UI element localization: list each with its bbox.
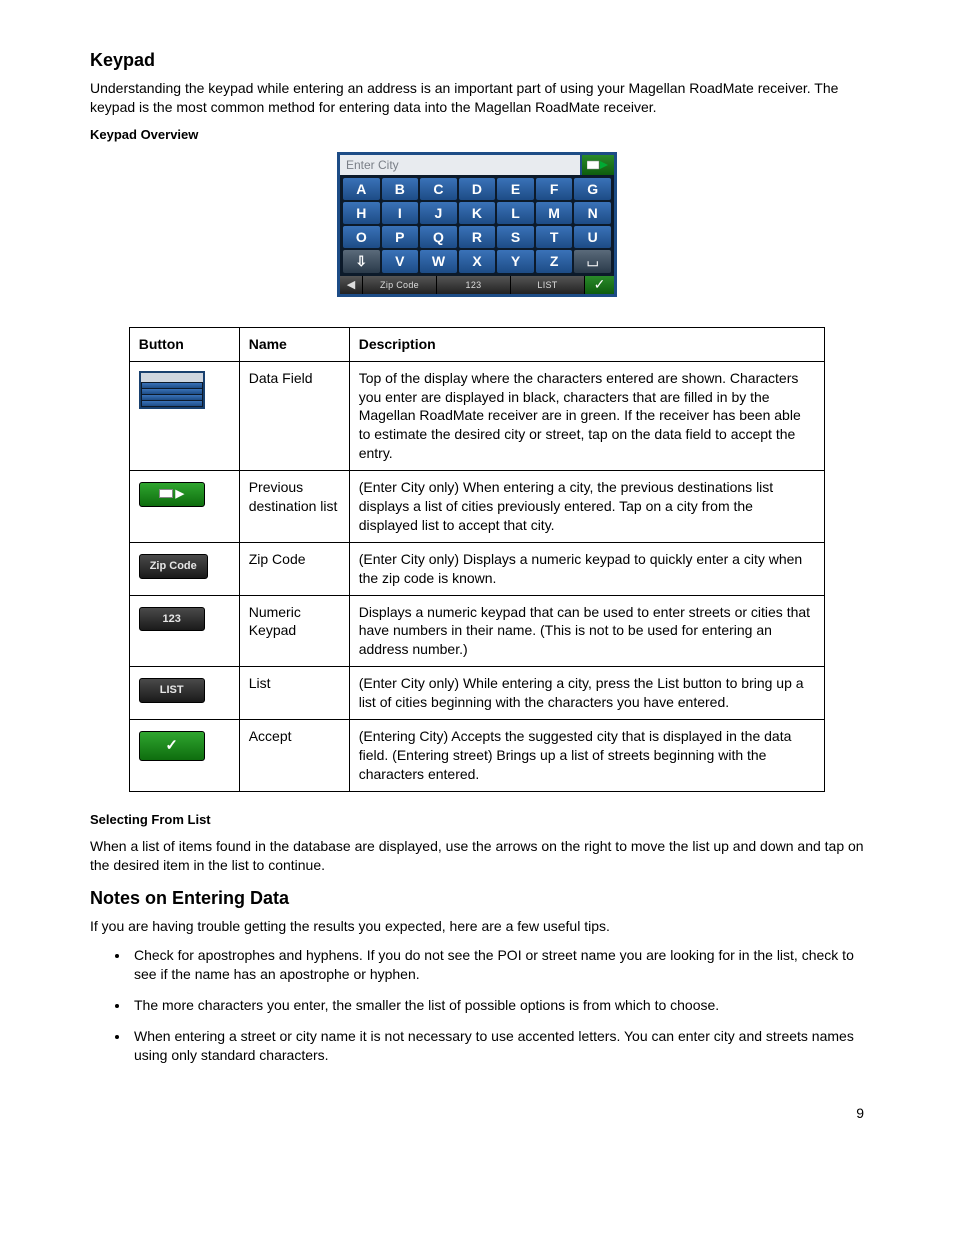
th-name: Name	[239, 327, 349, 361]
cell-name: Zip Code	[239, 542, 349, 595]
key-H[interactable]: H	[343, 202, 380, 224]
list-pill: LIST	[139, 678, 205, 703]
cell-desc: (Enter City only) While entering a city,…	[349, 667, 825, 720]
key-R[interactable]: R	[459, 226, 496, 248]
para-notes: If you are having trouble getting the re…	[90, 917, 864, 936]
cell-button: Zip Code	[129, 542, 239, 595]
tip-item: When entering a street or city name it i…	[130, 1027, 864, 1065]
mini-keypad-icon	[139, 371, 205, 409]
cell-name: Data Field	[239, 361, 349, 470]
cell-desc: (Enter City only) When entering a city, …	[349, 471, 825, 543]
key-P[interactable]: P	[382, 226, 419, 248]
subhead-overview: Keypad Overview	[90, 127, 864, 142]
key-⎵[interactable]: ⌴	[574, 250, 611, 273]
accept-pill: ✓	[139, 731, 205, 761]
key-U[interactable]: U	[574, 226, 611, 248]
key-N[interactable]: N	[574, 202, 611, 224]
tip-item: The more characters you enter, the small…	[130, 996, 864, 1015]
th-desc: Description	[349, 327, 825, 361]
num-button[interactable]: 123	[436, 276, 510, 294]
page-number: 9	[90, 1105, 864, 1121]
key-K[interactable]: K	[459, 202, 496, 224]
list-button[interactable]: LIST	[510, 276, 584, 294]
key-X[interactable]: X	[459, 250, 496, 273]
cell-button	[129, 361, 239, 470]
key-A[interactable]: A	[343, 178, 380, 200]
prev-dest-pill: ▶	[139, 482, 205, 507]
keypad-grid: ABCDEFG HIJKLMN OPQRSTU ⇩VWXYZ⌴	[340, 175, 614, 276]
button-table: Button Name Description Data FieldTop of…	[129, 327, 826, 792]
key-E[interactable]: E	[497, 178, 534, 200]
table-row: LIST List(Enter City only) While entering…	[129, 667, 825, 720]
ok-button[interactable]: ✓	[584, 276, 614, 294]
key-J[interactable]: J	[420, 202, 457, 224]
keypad-figure: Enter City ABCDEFGHIJKLMNOPQRSTU⇩VWXYZ⌴ …	[90, 152, 864, 297]
key-F[interactable]: F	[536, 178, 573, 200]
key-⇩[interactable]: ⇩	[343, 250, 380, 273]
table-row: ✓ Accept(Entering City) Accepts the sugge…	[129, 720, 825, 792]
key-L[interactable]: L	[497, 202, 534, 224]
subhead-select: Selecting From List	[90, 812, 864, 827]
num-pill: 123	[139, 607, 205, 632]
table-row: Data FieldTop of the display where the c…	[129, 361, 825, 470]
keypad: Enter City ABCDEFGHIJKLMNOPQRSTU⇩VWXYZ⌴ …	[337, 152, 617, 297]
cell-desc: Displays a numeric keypad that can be us…	[349, 595, 825, 667]
key-C[interactable]: C	[420, 178, 457, 200]
cell-desc: (Enter City only) Displays a numeric key…	[349, 542, 825, 595]
key-O[interactable]: O	[343, 226, 380, 248]
cell-button: LIST	[129, 667, 239, 720]
heading-keypad: Keypad	[90, 50, 864, 71]
table-row: ▶ Previous destination list(Enter City on…	[129, 471, 825, 543]
key-Y[interactable]: Y	[497, 250, 534, 273]
cell-desc: (Entering City) Accepts the suggested ci…	[349, 720, 825, 792]
cell-button: ✓	[129, 720, 239, 792]
key-Q[interactable]: Q	[420, 226, 457, 248]
zip-button[interactable]: Zip Code	[362, 276, 436, 294]
key-D[interactable]: D	[459, 178, 496, 200]
cell-button: ▶	[129, 471, 239, 543]
th-button: Button	[129, 327, 239, 361]
cell-name: Previous destination list	[239, 471, 349, 543]
keypad-input[interactable]: Enter City	[340, 155, 580, 175]
cell-name: Accept	[239, 720, 349, 792]
tips-list: Check for apostrophes and hyphens. If yo…	[130, 946, 864, 1064]
para-select: When a list of items found in the databa…	[90, 837, 864, 875]
table-row: Zip CodeZip Code(Enter City only) Displa…	[129, 542, 825, 595]
cell-name: Numeric Keypad	[239, 595, 349, 667]
heading-notes: Notes on Entering Data	[90, 888, 864, 909]
key-S[interactable]: S	[497, 226, 534, 248]
key-M[interactable]: M	[536, 202, 573, 224]
key-G[interactable]: G	[574, 178, 611, 200]
key-I[interactable]: I	[382, 202, 419, 224]
cell-button: 123	[129, 595, 239, 667]
zip-pill: Zip Code	[139, 554, 208, 579]
key-Z[interactable]: Z	[536, 250, 573, 273]
key-T[interactable]: T	[536, 226, 573, 248]
intro-para: Understanding the keypad while entering …	[90, 79, 864, 117]
cell-name: List	[239, 667, 349, 720]
key-V[interactable]: V	[382, 250, 419, 273]
prev-dest-icon[interactable]	[580, 155, 614, 175]
key-B[interactable]: B	[382, 178, 419, 200]
cell-desc: Top of the display where the characters …	[349, 361, 825, 470]
table-row: 123 Numeric KeypadDisplays a numeric keyp…	[129, 595, 825, 667]
back-button[interactable]: ◀	[340, 276, 362, 294]
tip-item: Check for apostrophes and hyphens. If yo…	[130, 946, 864, 984]
key-W[interactable]: W	[420, 250, 457, 273]
